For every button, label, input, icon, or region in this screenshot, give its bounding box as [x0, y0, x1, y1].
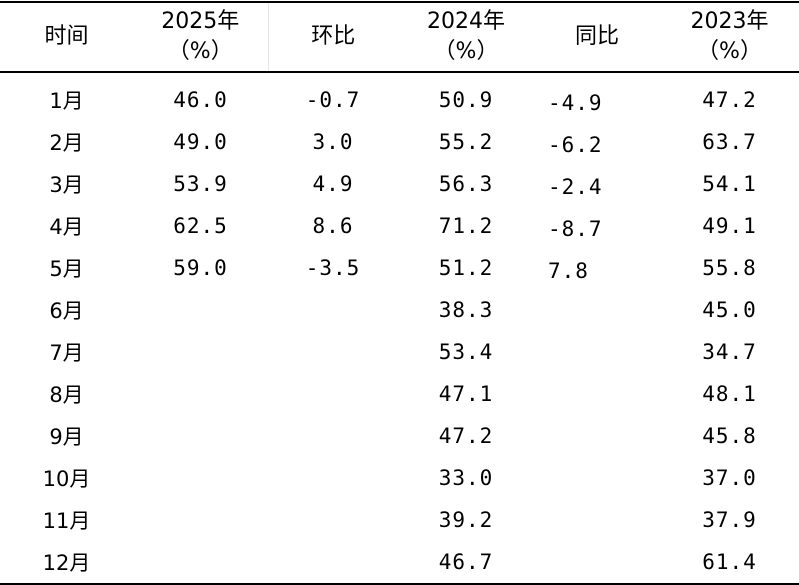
header-2023: 2023年 （%） [660, 1, 799, 73]
header-time: 时间 [0, 1, 133, 73]
cell-2023: 34.7 [702, 340, 757, 364]
cell-2023: 37.9 [702, 508, 757, 532]
cell-mom: -3.5 [305, 256, 361, 280]
cell-2023: 48.1 [702, 382, 757, 406]
table-row: 2月 49.0 3.0 55.2 -6.2 63.7 [0, 121, 799, 163]
cell-month: 12月 [0, 541, 133, 585]
cell-month: 8月 [49, 383, 84, 407]
cell-yoy: -6.2 [548, 133, 603, 157]
table-row: 7月 53.4 34.7 [0, 331, 799, 373]
cell-yoy [534, 541, 660, 585]
cell-2025: 46.0 [173, 88, 228, 112]
header-2023-year: 2023年 [690, 9, 769, 34]
cell-2024: 51.2 [438, 256, 494, 280]
cell-2024: 56.3 [438, 172, 494, 196]
cell-2024: 55.2 [438, 130, 494, 154]
cell-2025 [133, 289, 268, 331]
cell-mom [268, 331, 398, 373]
cell-month: 5月 [49, 257, 84, 281]
cell-2025: 49.0 [173, 130, 228, 154]
cell-2023: 37.0 [702, 466, 757, 490]
cell-2025 [133, 415, 268, 457]
cell-mom: 4.9 [312, 172, 354, 196]
cell-mom [268, 289, 398, 331]
cell-yoy [534, 331, 660, 373]
table-row: 9月 47.2 45.8 [0, 415, 799, 457]
cell-2023: 45.0 [702, 298, 757, 322]
cell-2025: 62.5 [173, 214, 228, 238]
table-row: 12月 46.7 61.4 [0, 541, 799, 585]
cell-2024: 33.0 [438, 466, 494, 490]
cell-2023: 55.8 [702, 256, 757, 280]
cell-2024: 47.1 [438, 382, 494, 406]
header-2025-year: 2025年 [161, 9, 240, 34]
cell-mom [268, 373, 398, 415]
cell-mom [268, 499, 398, 541]
cell-2025 [133, 331, 268, 373]
cell-yoy: -8.7 [548, 217, 603, 241]
cell-month: 10月 [42, 467, 91, 491]
cell-2023: 54.1 [702, 172, 757, 196]
cell-2024: 46.7 [398, 541, 534, 585]
cell-2024: 39.2 [438, 508, 494, 532]
cell-yoy [534, 499, 660, 541]
cell-2025: 59.0 [173, 256, 228, 280]
table-row: 1月 46.0 -0.7 50.9 -4.9 47.2 [0, 72, 799, 121]
cell-2024: 71.2 [438, 214, 494, 238]
cell-2024: 53.4 [438, 340, 494, 364]
header-2024-unit: （%） [433, 39, 499, 64]
cell-month: 6月 [49, 299, 84, 323]
cell-2023: 47.2 [702, 88, 757, 112]
header-2025: 2025年 （%） [133, 1, 269, 73]
cell-2025: 53.9 [173, 172, 228, 196]
table-row: 3月 53.9 4.9 56.3 -2.4 54.1 [0, 163, 799, 205]
cell-month: 11月 [42, 509, 91, 533]
cell-2025 [133, 457, 268, 499]
cell-2024: 38.3 [438, 298, 494, 322]
header-mom: 环比 [268, 1, 398, 73]
cell-yoy: -4.9 [548, 91, 603, 115]
cell-yoy [534, 415, 660, 457]
cell-mom: -0.7 [305, 88, 361, 112]
header-2024: 2024年 （%） [398, 1, 534, 73]
table-row: 4月 62.5 8.6 71.2 -8.7 49.1 [0, 205, 799, 247]
cell-month: 7月 [49, 341, 84, 365]
cell-month: 3月 [49, 173, 84, 197]
cell-2025 [133, 499, 268, 541]
cell-month: 1月 [49, 89, 84, 113]
cell-2025 [133, 373, 268, 415]
cell-2023: 61.4 [660, 541, 799, 585]
cell-mom [268, 415, 398, 457]
cell-yoy: -2.4 [548, 175, 603, 199]
header-2025-unit: （%） [167, 39, 233, 64]
header-yoy: 同比 [534, 1, 660, 73]
cell-2024: 47.2 [438, 424, 494, 448]
cell-2023: 45.8 [702, 424, 757, 448]
table-row: 8月 47.1 48.1 [0, 373, 799, 415]
cell-mom: 3.0 [312, 130, 354, 154]
cell-yoy [534, 457, 660, 499]
table-row: 5月 59.0 -3.5 51.2 7.8 55.8 [0, 247, 799, 289]
cell-month: 4月 [49, 215, 84, 239]
header-row: 时间 2025年 （%） 环比 2024年 （%） 同比 2023年 （%） [0, 1, 799, 73]
table-row: 11月 39.2 37.9 [0, 499, 799, 541]
cell-yoy [534, 373, 660, 415]
cell-2024: 50.9 [438, 88, 494, 112]
table-row: 6月 38.3 45.0 [0, 289, 799, 331]
cell-month: 9月 [49, 425, 84, 449]
header-2024-year: 2024年 [427, 9, 505, 34]
cell-month: 2月 [49, 131, 84, 155]
cell-2025 [133, 541, 268, 585]
header-2023-unit: （%） [697, 39, 762, 64]
cell-mom [268, 457, 398, 499]
cell-yoy: 7.8 [548, 259, 589, 283]
cell-mom: 8.6 [312, 214, 354, 238]
cell-yoy [534, 289, 660, 331]
cell-mom [268, 541, 398, 585]
cell-2023: 49.1 [702, 214, 757, 238]
table-row: 10月 33.0 37.0 [0, 457, 799, 499]
cell-2023: 63.7 [702, 130, 757, 154]
